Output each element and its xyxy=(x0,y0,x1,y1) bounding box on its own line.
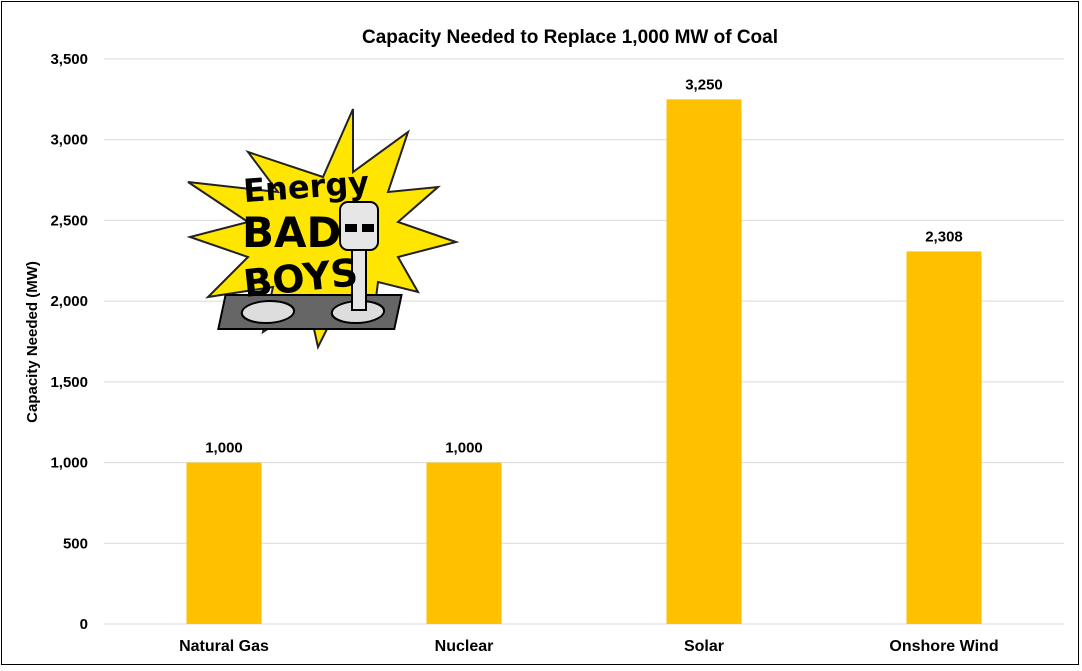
starburst-shape xyxy=(186,108,460,350)
data-label: 1,000 xyxy=(445,440,483,457)
bar-onshore-wind xyxy=(906,251,982,624)
chart-title: Capacity Needed to Replace 1,000 MW of C… xyxy=(362,27,778,48)
x-category-label: Solar xyxy=(684,638,724,655)
data-label: 2,308 xyxy=(925,228,963,245)
x-category-label: Nuclear xyxy=(435,638,494,655)
logo-text-bad: BAD xyxy=(242,208,341,257)
y-tick-label: 3,500 xyxy=(50,51,88,68)
data-label: 1,000 xyxy=(205,440,243,457)
y-tick-label: 500 xyxy=(63,535,88,552)
bar-nuclear xyxy=(426,462,502,624)
y-axis-ticks: 0 500 1,000 1,500 2,000 2,500 3,000 3,500 xyxy=(50,51,88,633)
x-axis-categories: Natural Gas Nuclear Solar Onshore Wind xyxy=(179,638,999,655)
y-tick-label: 0 xyxy=(80,616,88,633)
x-category-label: Onshore Wind xyxy=(889,638,998,655)
y-tick-label: 3,000 xyxy=(50,132,88,149)
y-tick-label: 2,500 xyxy=(50,212,88,229)
bars xyxy=(186,99,982,625)
plug-character xyxy=(339,201,379,311)
data-labels: 1,000 1,000 3,250 2,308 xyxy=(205,76,963,456)
logo-text-energy: Energy xyxy=(242,163,370,210)
data-label: 3,250 xyxy=(685,76,723,93)
bar-natural-gas xyxy=(186,462,262,624)
y-axis-label: Capacity Needed (MW) xyxy=(24,261,41,423)
y-tick-label: 2,000 xyxy=(50,293,88,310)
y-tick-label: 1,000 xyxy=(50,455,88,472)
energy-bad-boys-logo: Energy BAD BOYS xyxy=(186,108,460,350)
bar-solar xyxy=(666,99,742,625)
y-tick-label: 1,500 xyxy=(50,374,88,391)
x-category-label: Natural Gas xyxy=(179,638,269,655)
